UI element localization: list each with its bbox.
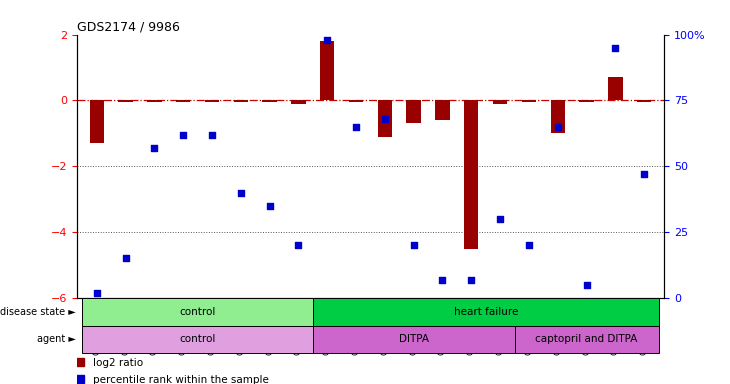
Point xyxy=(580,282,592,288)
Bar xyxy=(313,326,515,353)
Bar xyxy=(580,101,593,102)
Bar xyxy=(320,41,334,101)
Text: log2 ratio: log2 ratio xyxy=(93,358,143,368)
Bar xyxy=(263,101,277,102)
Bar xyxy=(205,101,219,102)
Bar xyxy=(234,101,248,102)
Text: DITPA: DITPA xyxy=(399,334,429,344)
Bar xyxy=(377,101,392,137)
Bar xyxy=(82,298,313,326)
Bar xyxy=(608,77,623,101)
Bar xyxy=(550,101,565,133)
Point xyxy=(466,276,477,283)
Bar xyxy=(147,101,161,102)
Bar xyxy=(90,101,104,143)
Point xyxy=(321,37,333,43)
Text: GDS2174 / 9986: GDS2174 / 9986 xyxy=(77,20,180,33)
Bar xyxy=(82,326,313,353)
Point xyxy=(523,242,535,248)
Text: percentile rank within the sample: percentile rank within the sample xyxy=(93,375,269,384)
Point xyxy=(264,203,275,209)
Point xyxy=(235,190,247,196)
Point xyxy=(206,132,218,138)
Bar xyxy=(522,101,536,102)
Point xyxy=(494,216,506,222)
Point xyxy=(408,242,420,248)
Point xyxy=(149,145,161,151)
Bar xyxy=(515,326,658,353)
Point xyxy=(610,45,621,51)
Point xyxy=(638,171,650,177)
Point xyxy=(437,276,448,283)
Bar xyxy=(313,298,658,326)
Bar xyxy=(637,101,651,102)
Point xyxy=(350,124,362,130)
Bar xyxy=(493,101,507,104)
Point xyxy=(120,255,131,262)
Bar xyxy=(407,101,421,124)
Bar xyxy=(464,101,478,248)
Text: agent ►: agent ► xyxy=(37,334,76,344)
Point xyxy=(293,242,304,248)
Bar xyxy=(176,101,191,102)
Point xyxy=(379,116,391,122)
Point xyxy=(552,124,564,130)
Bar xyxy=(118,101,133,102)
Point xyxy=(177,132,189,138)
Text: control: control xyxy=(180,334,216,344)
Bar xyxy=(291,101,306,104)
Text: disease state ►: disease state ► xyxy=(0,307,76,317)
Point xyxy=(91,290,103,296)
Bar xyxy=(435,101,450,120)
Bar xyxy=(349,101,364,102)
Text: captopril and DITPA: captopril and DITPA xyxy=(535,334,638,344)
Text: heart failure: heart failure xyxy=(453,307,518,317)
Text: control: control xyxy=(180,307,216,317)
